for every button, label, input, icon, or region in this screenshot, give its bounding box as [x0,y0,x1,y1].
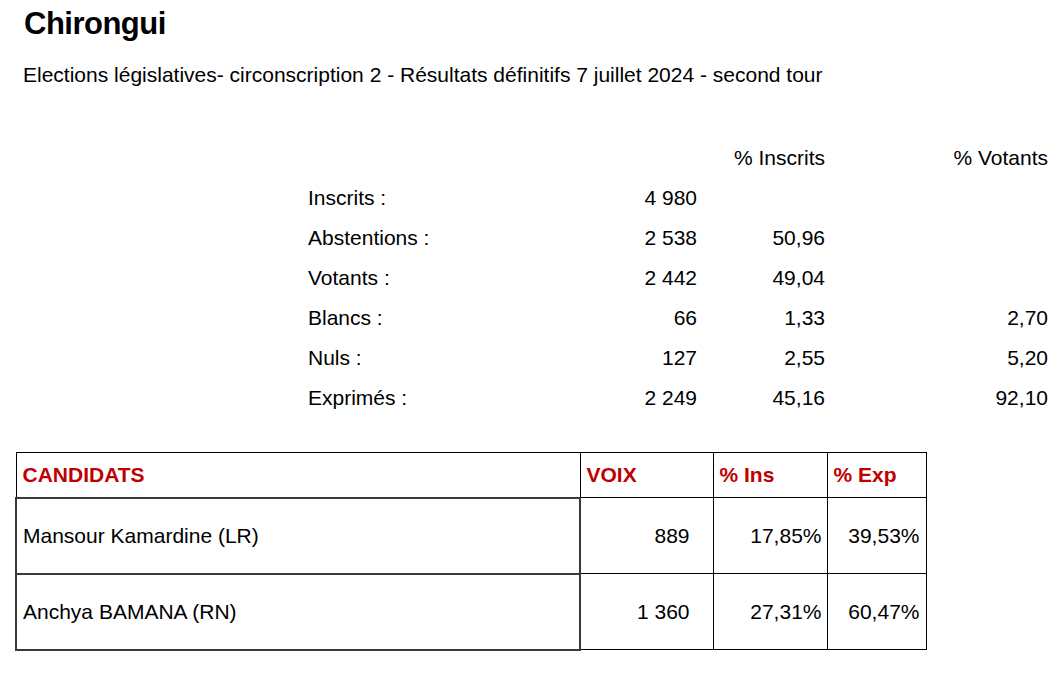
table-row: Mansour Kamardine (LR) 889 17,85% 39,53% [16,498,926,574]
pct-exp-cell: 39,53% [827,498,926,574]
summary-row-pct-votants [825,258,1048,298]
summary-header-pct-inscrits: % Inscrits [697,138,825,178]
summary-row-label: Inscrits : [308,178,500,218]
summary-row-label: Votants : [308,258,500,298]
summary-row-pct-inscrits: 1,33 [697,298,825,338]
summary-row-pct-inscrits: 50,96 [697,218,825,258]
summary-row-pct-votants: 92,10 [825,378,1048,418]
candidate-name-cell: Mansour Kamardine (LR) [16,498,580,574]
pct-ins-cell: 17,85% [713,498,827,574]
summary-row-pct-votants [825,178,1048,218]
results-header-row: CANDIDATS VOIX % Ins % Exp [16,453,926,498]
summary-row-value: 2 249 [500,378,697,418]
results-header-pct-ins: % Ins [713,453,827,498]
summary-header-pct-votants: % Votants [825,138,1048,178]
summary-row-label: Nuls : [308,338,500,378]
summary-row-pct-inscrits: 49,04 [697,258,825,298]
summary-row-pct-votants [825,218,1048,258]
summary-row-pct-inscrits: 45,16 [697,378,825,418]
summary-row-value: 66 [500,298,697,338]
summary-row-pct-votants: 2,70 [825,298,1048,338]
results-header-candidats: CANDIDATS [16,453,580,498]
summary-row-label: Blancs : [308,298,500,338]
pct-exp-cell: 60,47% [827,574,926,650]
summary-header-spacer-label [308,138,500,178]
summary-row-pct-votants: 5,20 [825,338,1048,378]
summary-header-spacer-value [500,138,697,178]
summary-row-value: 127 [500,338,697,378]
summary-row-pct-inscrits [697,178,825,218]
table-row: Anchya BAMANA (RN) 1 360 27,31% 60,47% [16,574,926,650]
summary-row-label: Abstentions : [308,218,500,258]
page-subtitle: Elections législatives- circonscription … [23,63,823,87]
summary-row-value: 4 980 [500,178,697,218]
results-header-pct-exp: % Exp [827,453,926,498]
candidate-name-cell: Anchya BAMANA (RN) [16,574,580,650]
summary-row-label: Exprimés : [308,378,500,418]
voix-cell: 889 [580,498,713,574]
summary-row-value: 2 442 [500,258,697,298]
results-header-voix: VOIX [580,453,713,498]
election-results-page: Chirongui Elections législatives- circon… [0,0,1051,683]
participation-summary: % Inscrits % Votants Inscrits : 4 980 Ab… [308,138,1048,418]
page-title: Chirongui [24,6,166,42]
pct-ins-cell: 27,31% [713,574,827,650]
summary-row-value: 2 538 [500,218,697,258]
summary-row-pct-inscrits: 2,55 [697,338,825,378]
voix-cell: 1 360 [580,574,713,650]
results-table: CANDIDATS VOIX % Ins % Exp Mansour Kamar… [15,452,927,651]
